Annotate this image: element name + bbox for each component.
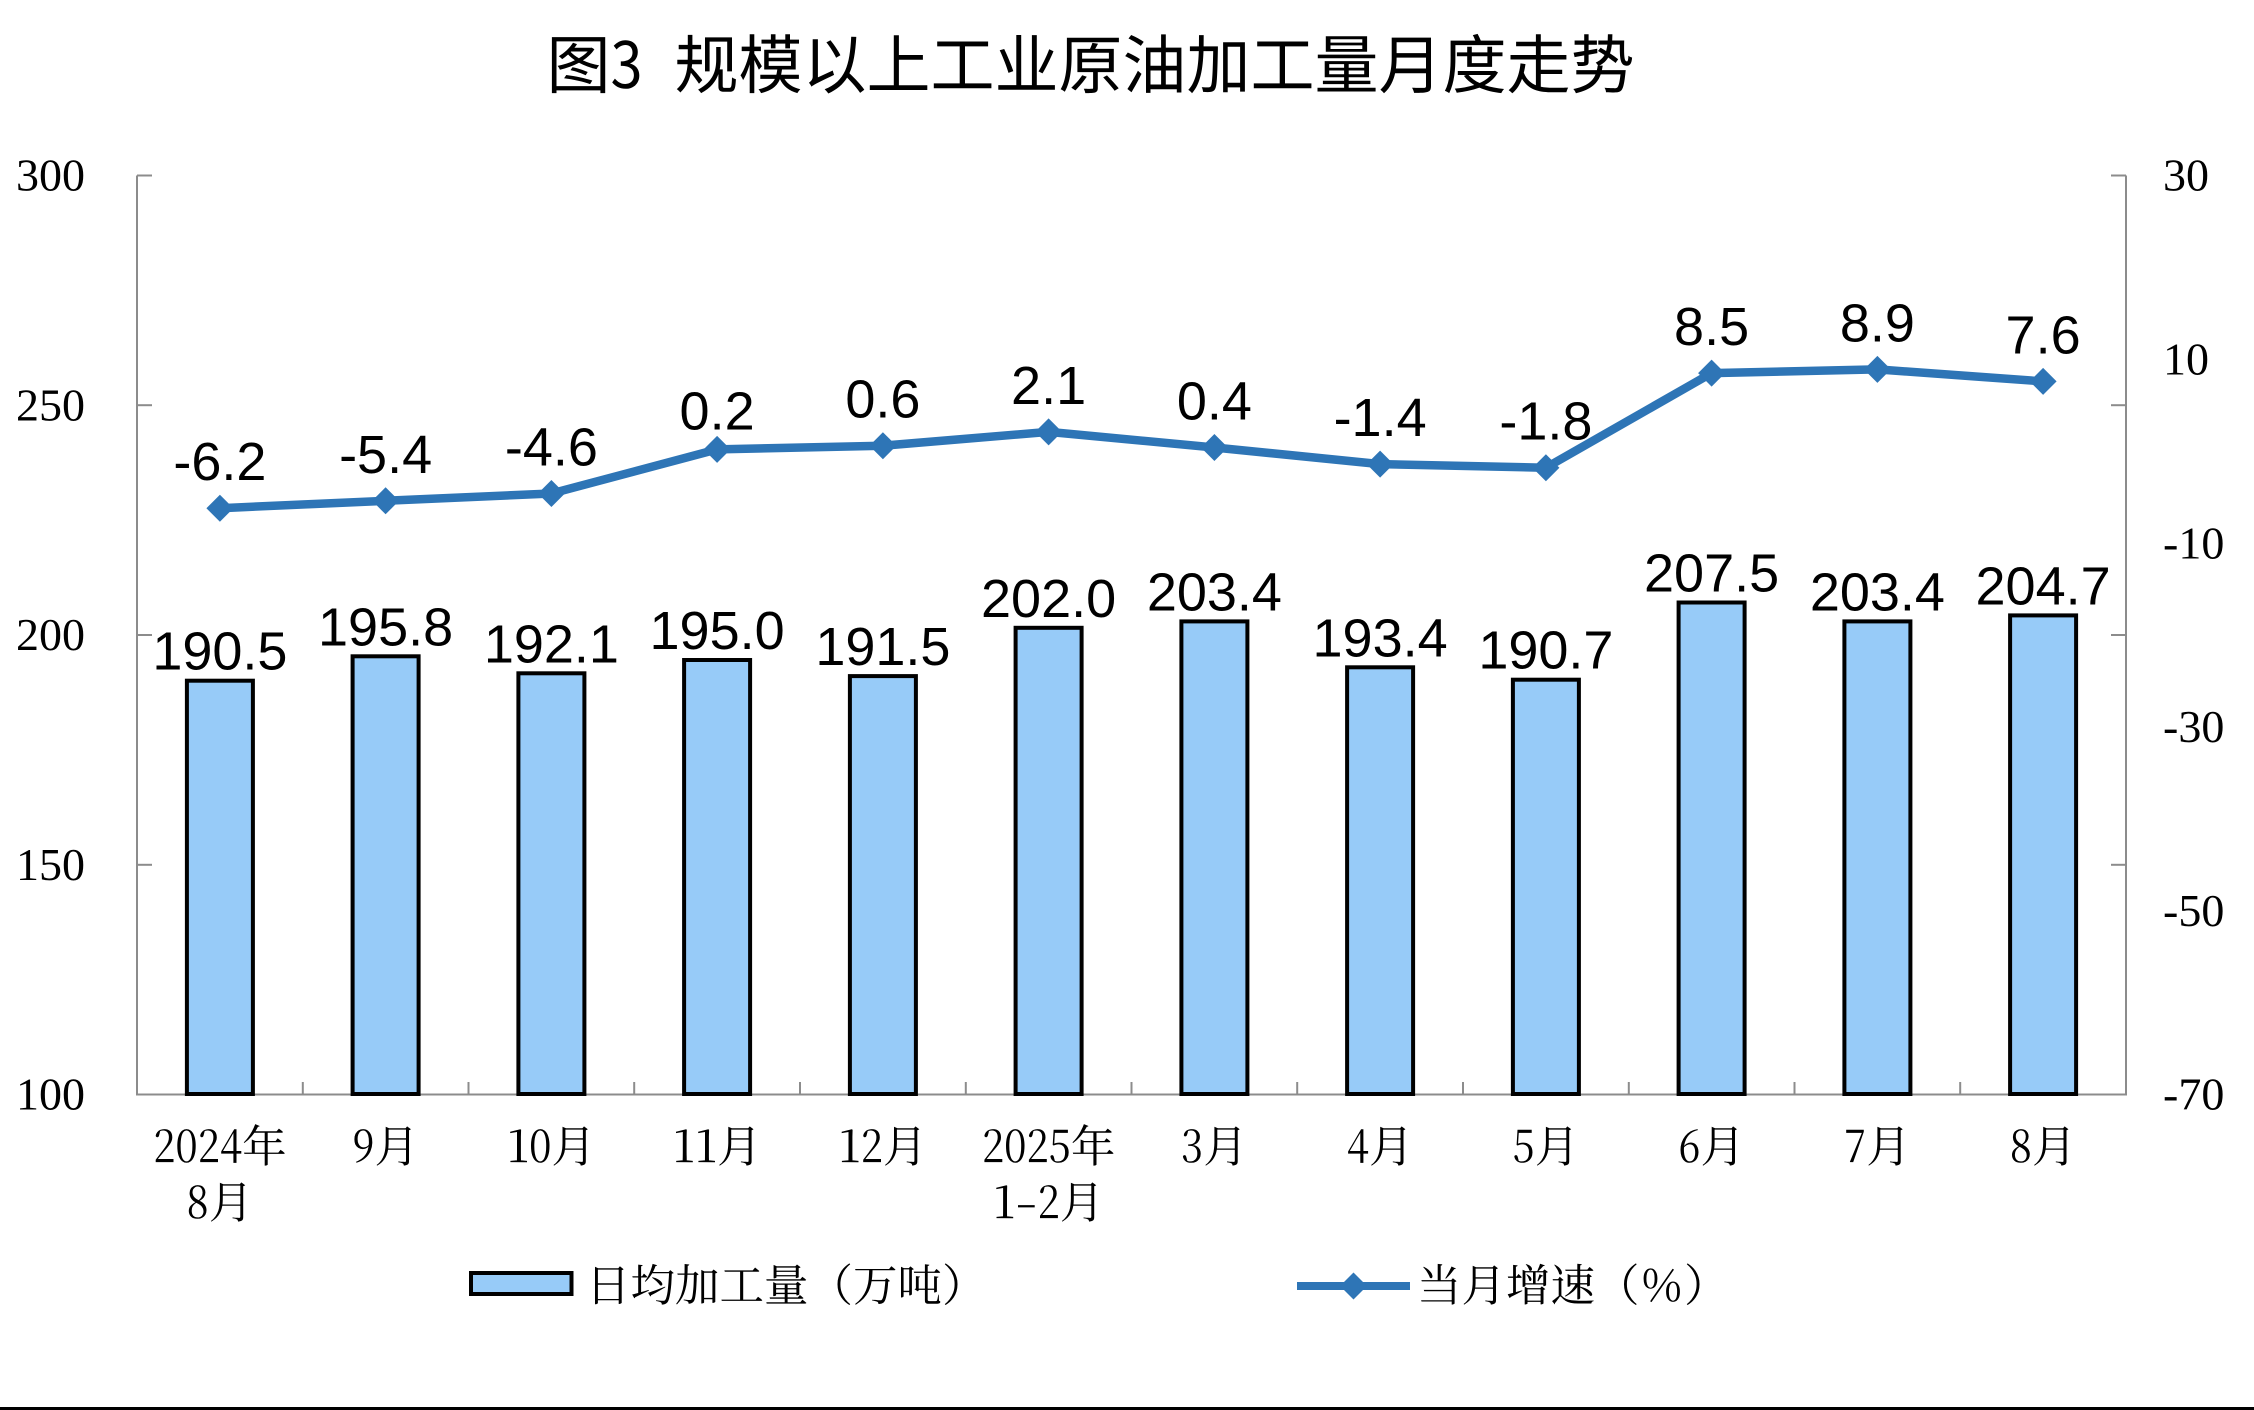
svg-text:193.4: 193.4 — [1313, 608, 1448, 668]
svg-text:300: 300 — [16, 150, 85, 201]
svg-text:204.7: 204.7 — [1976, 556, 2111, 616]
svg-text:190.5: 190.5 — [152, 622, 287, 682]
svg-text:250: 250 — [16, 379, 85, 430]
svg-text:-70: -70 — [2163, 1069, 2224, 1120]
svg-text:-50: -50 — [2163, 885, 2224, 936]
svg-text:10: 10 — [2163, 334, 2209, 385]
svg-text:190.7: 190.7 — [1478, 621, 1613, 681]
svg-text:0.2: 0.2 — [680, 381, 755, 441]
svg-text:203.4: 203.4 — [1147, 562, 1282, 622]
svg-text:30: 30 — [2163, 150, 2209, 201]
svg-text:200: 200 — [16, 609, 85, 660]
svg-text:8.9: 8.9 — [1840, 293, 1915, 353]
svg-text:0.6: 0.6 — [845, 370, 920, 430]
svg-text:195.0: 195.0 — [650, 601, 785, 661]
svg-text:203.4: 203.4 — [1810, 562, 1945, 622]
svg-text:-5.4: -5.4 — [339, 425, 432, 485]
svg-text:0.4: 0.4 — [1177, 372, 1252, 432]
svg-text:-1.4: -1.4 — [1334, 388, 1427, 448]
svg-text:-6.2: -6.2 — [173, 432, 266, 492]
svg-text:191.5: 191.5 — [815, 617, 950, 677]
svg-text:2.1: 2.1 — [1011, 356, 1086, 416]
svg-text:207.5: 207.5 — [1644, 544, 1779, 604]
svg-text:7.6: 7.6 — [2006, 305, 2081, 365]
svg-text:8.5: 8.5 — [1674, 297, 1749, 357]
svg-text:150: 150 — [16, 839, 85, 890]
svg-text:-30: -30 — [2163, 701, 2224, 752]
svg-text:195.8: 195.8 — [318, 597, 453, 657]
svg-text:192.1: 192.1 — [484, 614, 619, 674]
svg-text:-4.6: -4.6 — [505, 418, 598, 478]
svg-text:-1.8: -1.8 — [1499, 392, 1592, 452]
svg-text:100: 100 — [16, 1069, 85, 1120]
svg-text:-10: -10 — [2163, 517, 2224, 568]
svg-text:202.0: 202.0 — [981, 569, 1116, 629]
